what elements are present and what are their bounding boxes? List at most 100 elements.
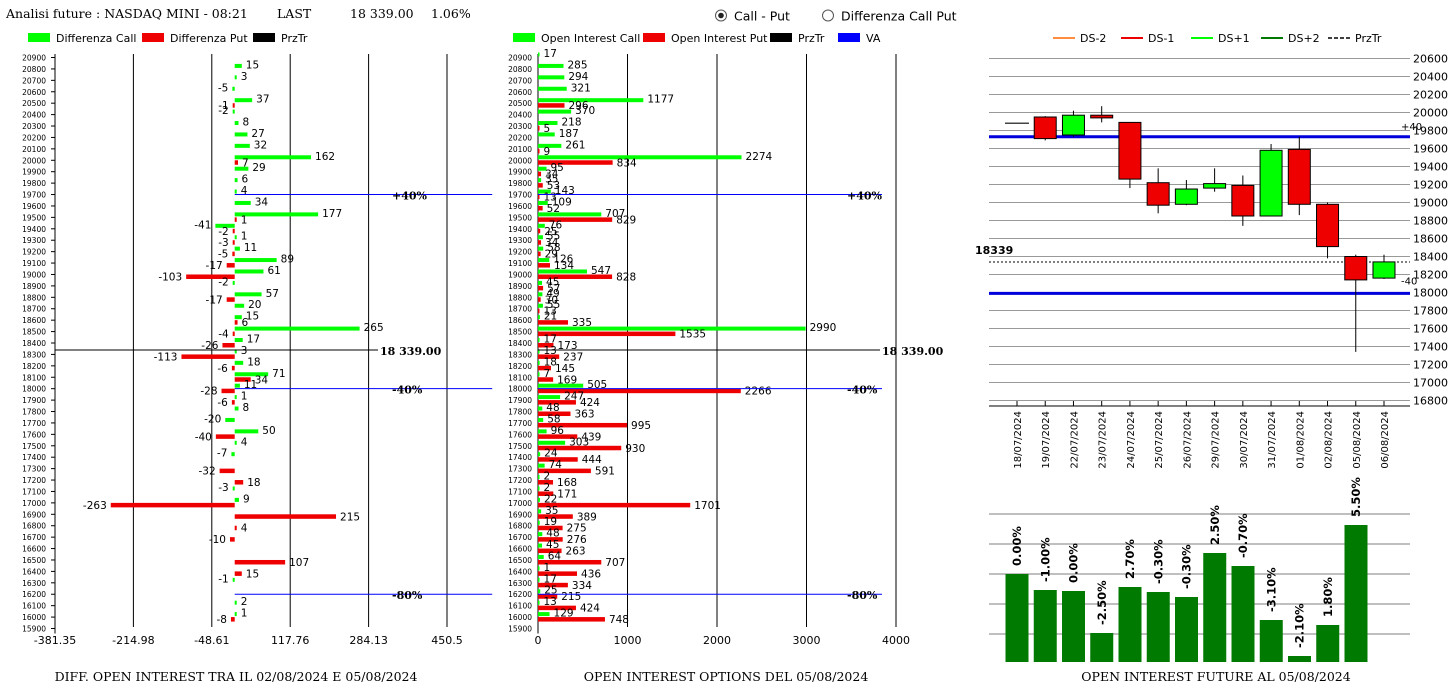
oi-future-chart: 0.00% -1.00% 0.00% -2.50% 2.70% -0.30% -0.30% 2… xyxy=(989,477,1410,662)
radio-call-put[interactable]: Call - Put xyxy=(715,9,791,24)
oi-put-bar xyxy=(538,457,578,462)
diff-put-bar xyxy=(226,263,235,268)
strike-label: 16900 xyxy=(508,510,532,519)
prztr-label: 18 339.00 xyxy=(882,345,944,358)
y-tick-label: 19600 xyxy=(1413,143,1448,156)
y-tick-label: 18200 xyxy=(1413,269,1448,282)
y-tick-label: 18000 xyxy=(1413,287,1448,300)
oi-put-bar xyxy=(538,548,562,554)
oi-put-bar xyxy=(538,365,551,371)
diff-call-value: 11 xyxy=(244,242,257,254)
date-label: 23/07/2024 xyxy=(1098,411,1109,469)
oi-put-value: 748 xyxy=(609,614,629,626)
candle-up xyxy=(1259,149,1283,217)
oi-call-value: 55 xyxy=(547,231,560,243)
oi-call-value: 321 xyxy=(571,82,591,94)
oi-put-value: 995 xyxy=(631,420,651,432)
oi-put-value: 171 xyxy=(557,488,577,500)
oi-put-bar xyxy=(538,228,541,234)
oi-put-value: 215 xyxy=(561,591,581,603)
diff-call-bar xyxy=(232,577,235,582)
diff-put-value: 18 xyxy=(247,477,260,489)
oi-future-value-label: 0.00% xyxy=(1067,543,1081,583)
diff-call-bar xyxy=(234,349,237,354)
oi-call-bar xyxy=(538,326,806,331)
candle-up xyxy=(1203,183,1227,189)
legend-oi-prztr: PrzTr xyxy=(798,32,825,45)
strike-label: 19700 xyxy=(22,191,46,200)
oi-future-bar xyxy=(1118,587,1142,662)
oi-put-bar xyxy=(538,320,568,325)
view-radio-group[interactable]: Call - Put Differenza Call Put xyxy=(715,9,957,24)
diff-put-value: -113 xyxy=(154,351,178,363)
strike-label: 18300 xyxy=(508,350,532,359)
strike-label: 19600 xyxy=(22,202,46,211)
diff-call-bar xyxy=(234,155,312,160)
diff-call-bar xyxy=(234,292,262,297)
legend-swatch-oi-call xyxy=(513,33,535,42)
strike-label: 20500 xyxy=(22,99,46,108)
diff-call-bar xyxy=(234,315,242,320)
strike-label: 19900 xyxy=(508,168,532,177)
x-tick-label: 117.76 xyxy=(271,634,310,647)
diff-put-value: 34 xyxy=(255,374,269,386)
diff-call-value: 32 xyxy=(254,139,267,151)
diff-call-value: -7 xyxy=(217,448,227,460)
strike-label: 16900 xyxy=(22,510,46,519)
oi-call-bar xyxy=(538,166,547,171)
diff-call-value: 37 xyxy=(256,94,269,106)
radio-call-put-label: Call - Put xyxy=(734,9,790,24)
date-label: 02/08/2024 xyxy=(1324,411,1335,469)
diff-call-value: 8 xyxy=(242,117,249,129)
oi-call-value: 17 xyxy=(544,48,557,60)
oi-put-bar xyxy=(538,183,543,188)
candlestick-chart: 20600 20400 20200 20000 19800 19600 19400 19200… xyxy=(975,53,1448,469)
oi-future-value-label: -2.50% xyxy=(1095,580,1109,625)
oi-call-bar xyxy=(538,509,542,514)
oi-future-value-label: -1.00% xyxy=(1038,537,1052,582)
oi-call-bar xyxy=(538,52,540,57)
oi-call-value: 247 xyxy=(564,391,584,403)
x-tick-label: -381.35 xyxy=(34,634,76,647)
diff-put-bar xyxy=(232,103,235,108)
diff-call-bar xyxy=(234,75,237,80)
oi-put-value: 1701 xyxy=(694,500,721,512)
oi-call-value: 74 xyxy=(549,459,563,471)
oi-put-bar xyxy=(538,514,573,519)
oi-put-value: 275 xyxy=(567,523,587,535)
oi-call-value: 58 xyxy=(547,413,560,425)
oi-options-legend: Open Interest Call Open Interest Put Prz… xyxy=(513,32,881,45)
diff-call-value: -2 xyxy=(218,276,228,288)
diff-put-bar xyxy=(234,525,237,531)
date-label: 31/07/2024 xyxy=(1267,411,1278,469)
oi-future-bar xyxy=(1288,656,1311,662)
diff-call-value: 17 xyxy=(247,334,260,346)
strike-label: 20000 xyxy=(22,156,46,165)
diff-call-bar xyxy=(234,338,243,342)
oi-call-value: 129 xyxy=(554,608,574,620)
strike-label: 16000 xyxy=(508,613,532,622)
strike-label: 19800 xyxy=(508,179,532,188)
legend-swatch-diff-put xyxy=(142,33,164,42)
diff-call-bar xyxy=(234,178,238,183)
oi-call-value: 49 xyxy=(546,288,559,300)
strike-label: 18700 xyxy=(22,305,46,314)
diff-put-bar xyxy=(234,514,337,519)
oi-call-value: 294 xyxy=(568,71,588,83)
radio-differenza-circle[interactable] xyxy=(822,9,834,22)
oi-call-bar xyxy=(538,600,540,605)
oi-put-value: 134 xyxy=(554,260,574,272)
radio-differenza-call-put[interactable]: Differenza Call Put xyxy=(822,9,957,24)
strike-label: 17100 xyxy=(508,487,532,496)
diff-put-bar xyxy=(234,160,239,165)
oi-put-bar xyxy=(538,205,543,211)
diff-put-value: -1 xyxy=(218,100,228,112)
oi-put-value: 436 xyxy=(581,568,601,580)
last-value: 18 339.00 xyxy=(350,6,414,21)
oi-put-bar xyxy=(538,537,563,542)
diff-put-bar xyxy=(231,365,235,371)
oi-call-bar xyxy=(538,566,540,571)
strike-label: 20900 xyxy=(508,54,532,63)
strike-label: 19400 xyxy=(508,225,532,234)
strike-label: 16600 xyxy=(508,545,532,554)
